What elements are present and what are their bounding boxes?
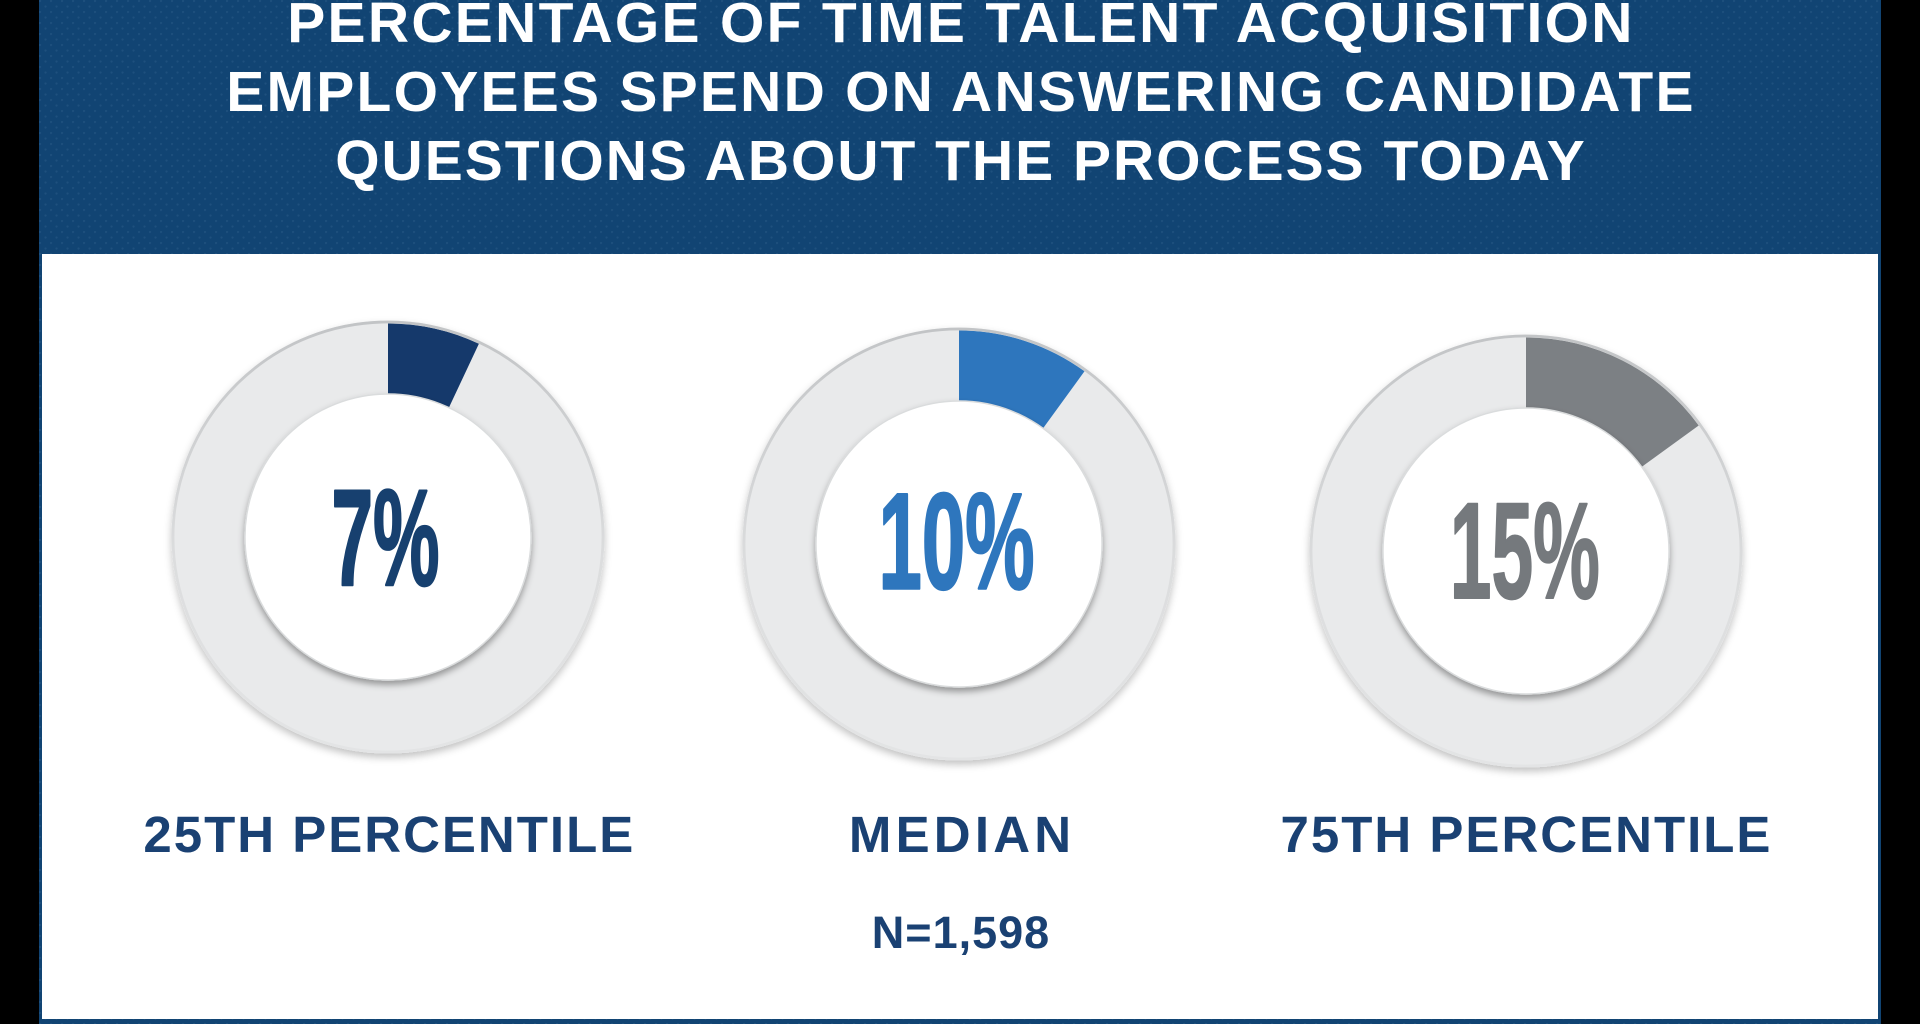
svg-text:7%: 7% — [332, 462, 440, 615]
svg-text:15%: 15% — [1449, 475, 1599, 628]
svg-text:10%: 10% — [879, 465, 1035, 618]
